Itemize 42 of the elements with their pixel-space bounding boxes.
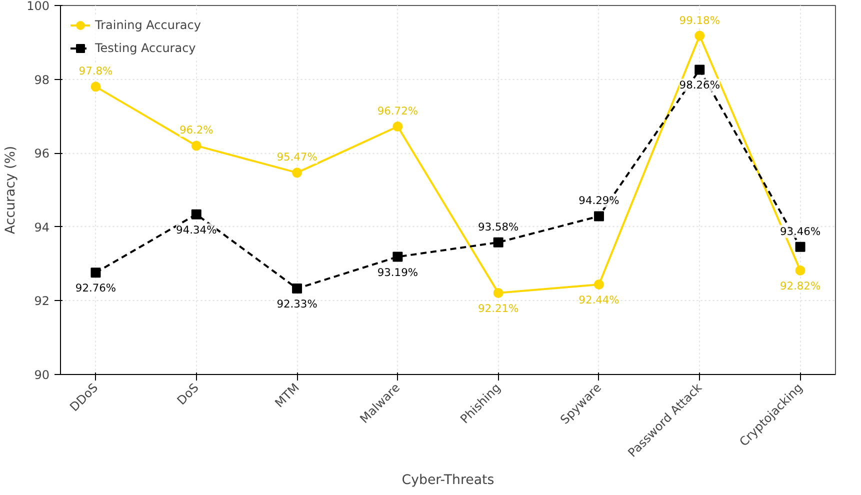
point [90, 82, 101, 92]
point [392, 252, 403, 262]
y-tick-label: 94 [34, 220, 50, 234]
data-label: 95.47% [276, 150, 318, 164]
data-label: 92.82% [780, 279, 821, 292]
y-axis-title: Accuracy (%) [4, 146, 19, 234]
y-tick-label: 100 [26, 0, 50, 13]
data-label: 94.34% [176, 223, 217, 236]
data-label: 93.58% [478, 220, 519, 234]
point [392, 122, 403, 132]
data-label: 99.18% [679, 14, 720, 27]
legend-label: Training Accuracy [95, 18, 201, 32]
data-label: 94.29% [578, 194, 620, 208]
data-label: 92.21% [478, 302, 519, 315]
data-label: 96.72% [377, 104, 418, 118]
y-tick-label: 90 [34, 368, 50, 382]
point [493, 237, 504, 248]
y-tick-label: 92 [34, 294, 50, 308]
data-label: 96.2% [179, 124, 214, 137]
data-label: 93.46% [780, 224, 821, 238]
legend-label: Testing Accuracy [95, 41, 196, 55]
point [795, 265, 806, 276]
point [191, 140, 202, 151]
data-label: 92.44% [578, 293, 620, 306]
point [694, 30, 705, 41]
point [292, 284, 302, 294]
y-tick-label: 96 [34, 146, 50, 161]
data-label: 92.76% [75, 282, 116, 295]
point [90, 268, 101, 278]
point [594, 279, 604, 290]
point [493, 288, 504, 298]
data-label: 92.33% [276, 298, 318, 311]
point [191, 209, 202, 220]
point [292, 168, 302, 178]
data-label: 93.19% [377, 266, 418, 279]
y-tick-label: 98 [34, 72, 50, 87]
point [694, 64, 705, 75]
data-label: 98.26% [679, 78, 720, 92]
x-axis-title: Cyber-Threats [402, 472, 494, 488]
point [594, 211, 604, 222]
point [795, 242, 806, 252]
data-label: 97.8% [78, 64, 113, 78]
